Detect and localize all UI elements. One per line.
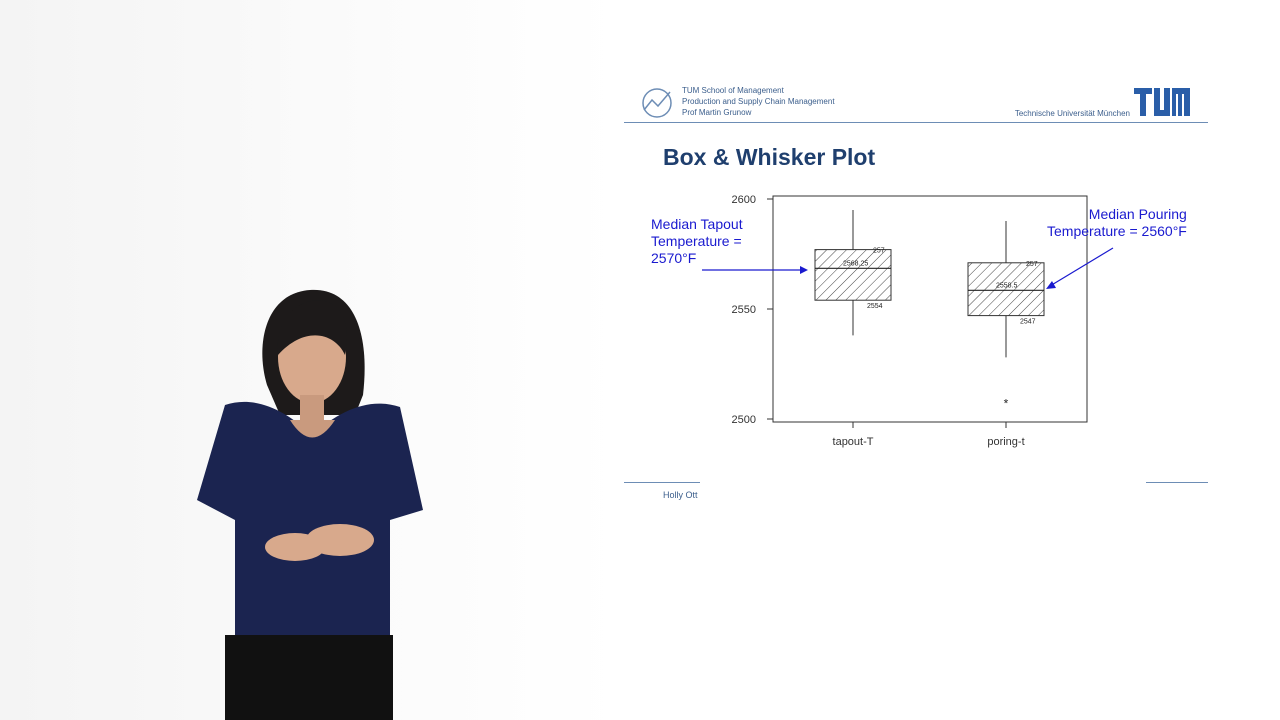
annotation-left-line-1: Median Tapout	[651, 216, 743, 232]
header-line-chair: Production and Supply Chain Management	[682, 97, 835, 106]
annotation-right-line-2: Temperature = 2560°F	[1047, 223, 1187, 239]
tum-school-logo-icon	[642, 88, 672, 118]
header-line-school: TUM School of Management	[682, 86, 784, 95]
footer-author: Holly Ott	[663, 490, 698, 500]
footer-divider-left	[624, 482, 700, 483]
header-line-professor: Prof Martin Grunow	[682, 108, 752, 117]
y-tick-label: 2600	[732, 194, 756, 206]
left-arrow-head	[800, 266, 808, 274]
median-label: 2568.25	[843, 260, 868, 267]
annotation-left-line-2: Temperature =	[651, 233, 742, 249]
annotation-left-line-3: 2570°F	[651, 250, 697, 266]
outlier-point: *	[1004, 396, 1009, 410]
x-tick-label: tapout-T	[833, 436, 874, 448]
right-arrow-head	[1046, 281, 1056, 289]
tum-logo-icon	[1134, 88, 1190, 116]
median-pouring-annotation: Median Pouring Temperature = 2560°F	[1047, 206, 1187, 240]
presentation-slide: TUM School of Management Production and …	[622, 78, 1210, 518]
iqr-box	[967, 262, 1045, 317]
annotation-right-line-1: Median Pouring	[1088, 206, 1187, 222]
y-tick-label: 2550	[732, 304, 756, 316]
median-tapout-annotation: Median Tapout Temperature = 2570°F	[651, 216, 743, 267]
box-poring-t: 257 2558.5 2547 *	[967, 221, 1045, 410]
university-name: Technische Universität München	[1014, 109, 1130, 118]
q1-label: 2554	[867, 303, 883, 310]
q3-label: 257	[1026, 261, 1038, 268]
median-label: 2558.5	[996, 282, 1018, 289]
header-divider	[624, 122, 1208, 123]
box-tapout-T: 257 2568.25 2554	[814, 210, 892, 336]
q3-label: 257	[873, 248, 885, 255]
y-tick-label: 2500	[732, 414, 756, 426]
presenter-figure	[197, 289, 423, 720]
q1-label: 2547	[1020, 319, 1036, 326]
right-annotation-arrow	[1049, 247, 1114, 287]
footer-divider-right	[1146, 482, 1208, 483]
header-text: TUM School of Management Production and …	[682, 85, 835, 118]
x-tick-label: poring-t	[987, 436, 1024, 448]
slide-title: Box & Whisker Plot	[663, 144, 876, 170]
iqr-box	[814, 249, 892, 301]
